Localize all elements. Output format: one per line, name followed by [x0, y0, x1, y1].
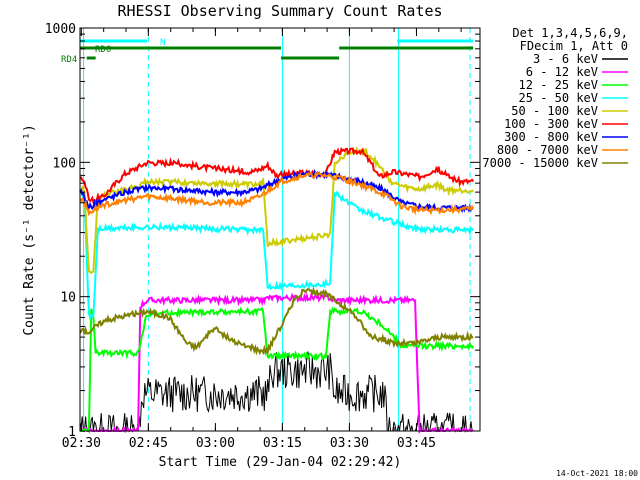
legend-header-0: Det 1,3,4,5,6,9,	[512, 26, 628, 40]
status-bar-label-rd4: RD4	[61, 55, 77, 65]
legend-entry-label-1: 6 - 12 keV	[526, 65, 598, 79]
series-line-4	[79, 146, 474, 275]
legend-entry-label-4: 50 - 100 keV	[511, 104, 598, 118]
legend: Det 1,3,4,5,6,9,FDecim 1, Att 03 - 6 keV…	[482, 26, 628, 170]
legend-entry-label-2: 12 - 25 keV	[519, 78, 598, 92]
x-tick-label-4: 03:30	[330, 436, 369, 451]
chart-title: RHESSI Observing Summary Count Rates	[117, 2, 442, 20]
series-line-1	[79, 292, 474, 435]
x-tick-label-3: 03:15	[263, 436, 302, 451]
legend-entry-label-7: 800 - 7000 keV	[497, 143, 598, 157]
series-line-2	[79, 306, 475, 435]
series-line-3	[79, 189, 474, 321]
series-line-6	[79, 169, 474, 214]
x-tick-label-1: 02:45	[129, 436, 168, 451]
legend-entry-label-6: 300 - 800 keV	[504, 130, 598, 144]
footer-timestamp: 14-Oct-2021 18:00	[556, 469, 638, 478]
legend-header-1: FDecim 1, Att 0	[520, 39, 628, 53]
y-tick-label-1: 10	[60, 291, 76, 306]
data-series	[79, 146, 475, 435]
status-bar-label-rd0: RD0	[95, 45, 111, 55]
series-line-8	[79, 286, 474, 356]
legend-entry-label-8: 7000 - 15000 keV	[482, 156, 598, 170]
plot-frame	[79, 27, 481, 432]
legend-entry-label-3: 25 - 50 keV	[519, 91, 598, 105]
y-tick-label-0: 1	[68, 425, 76, 440]
series-line-0	[79, 350, 474, 433]
axes: 02:30 02:45 03:00 03:15 03:30 03:45 1 10 100 1000	[45, 22, 480, 451]
legend-entry-label-5: 100 - 300 keV	[504, 117, 598, 131]
legend-entry-label-0: 3 - 6 keV	[533, 52, 598, 66]
y-tick-label-2: 100	[53, 156, 76, 171]
y-tick-label-3: 1000	[45, 22, 76, 37]
y-axis-label: Count Rate (s⁻¹ detector⁻¹)	[22, 124, 37, 335]
x-tick-label-0: 02:30	[62, 436, 101, 451]
status-bar-label-n: N	[160, 38, 165, 48]
x-tick-label-5: 03:45	[397, 436, 436, 451]
series-line-7	[79, 171, 475, 217]
series-line-5	[79, 146, 475, 205]
status-bars: N RD0 RD4	[61, 38, 474, 65]
x-axis-label: Start Time (29-Jan-04 02:29:42)	[159, 455, 402, 470]
x-tick-label-2: 03:00	[196, 436, 235, 451]
